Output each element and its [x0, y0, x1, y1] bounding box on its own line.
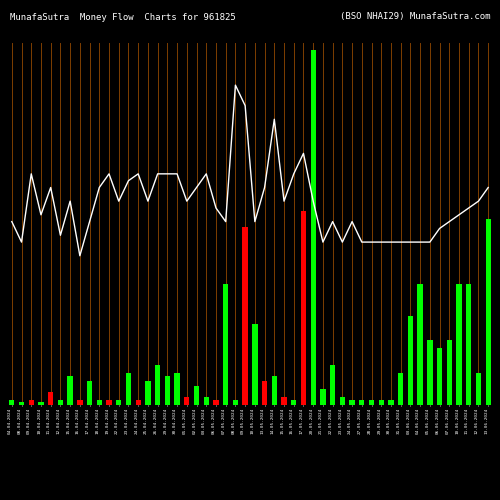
Bar: [194, 386, 199, 405]
Bar: [262, 381, 268, 405]
Text: (BSO NHAI29) MunafaSutra.com: (BSO NHAI29) MunafaSutra.com: [340, 12, 490, 22]
Bar: [291, 400, 296, 405]
Bar: [466, 284, 471, 405]
Bar: [427, 340, 432, 405]
Bar: [408, 316, 413, 405]
Bar: [437, 348, 442, 405]
Bar: [106, 400, 112, 405]
Bar: [136, 400, 141, 405]
Bar: [223, 284, 228, 405]
Bar: [359, 400, 364, 405]
Bar: [378, 400, 384, 405]
Bar: [350, 400, 355, 405]
Bar: [252, 324, 258, 405]
Bar: [272, 376, 277, 405]
Bar: [126, 372, 131, 405]
Bar: [58, 400, 63, 405]
Bar: [310, 50, 316, 405]
Bar: [282, 397, 286, 405]
Bar: [164, 376, 170, 405]
Text: MunafaSutra  Money Flow  Charts for 961825: MunafaSutra Money Flow Charts for 961825: [10, 12, 236, 22]
Bar: [9, 400, 15, 405]
Bar: [19, 402, 24, 405]
Bar: [28, 400, 34, 405]
Bar: [476, 372, 481, 405]
Bar: [155, 364, 160, 405]
Bar: [38, 402, 44, 405]
Bar: [214, 400, 218, 405]
Bar: [77, 400, 82, 405]
Bar: [242, 228, 248, 405]
Bar: [96, 400, 102, 405]
Bar: [330, 364, 336, 405]
Bar: [340, 397, 345, 405]
Bar: [116, 400, 121, 405]
Bar: [301, 211, 306, 405]
Bar: [456, 284, 462, 405]
Bar: [398, 372, 404, 405]
Bar: [486, 219, 491, 405]
Bar: [204, 397, 209, 405]
Bar: [388, 400, 394, 405]
Bar: [48, 392, 54, 405]
Bar: [418, 284, 423, 405]
Bar: [68, 376, 73, 405]
Bar: [369, 400, 374, 405]
Bar: [320, 389, 326, 405]
Bar: [446, 340, 452, 405]
Bar: [184, 397, 190, 405]
Bar: [145, 381, 150, 405]
Bar: [174, 372, 180, 405]
Bar: [87, 381, 92, 405]
Bar: [232, 400, 238, 405]
